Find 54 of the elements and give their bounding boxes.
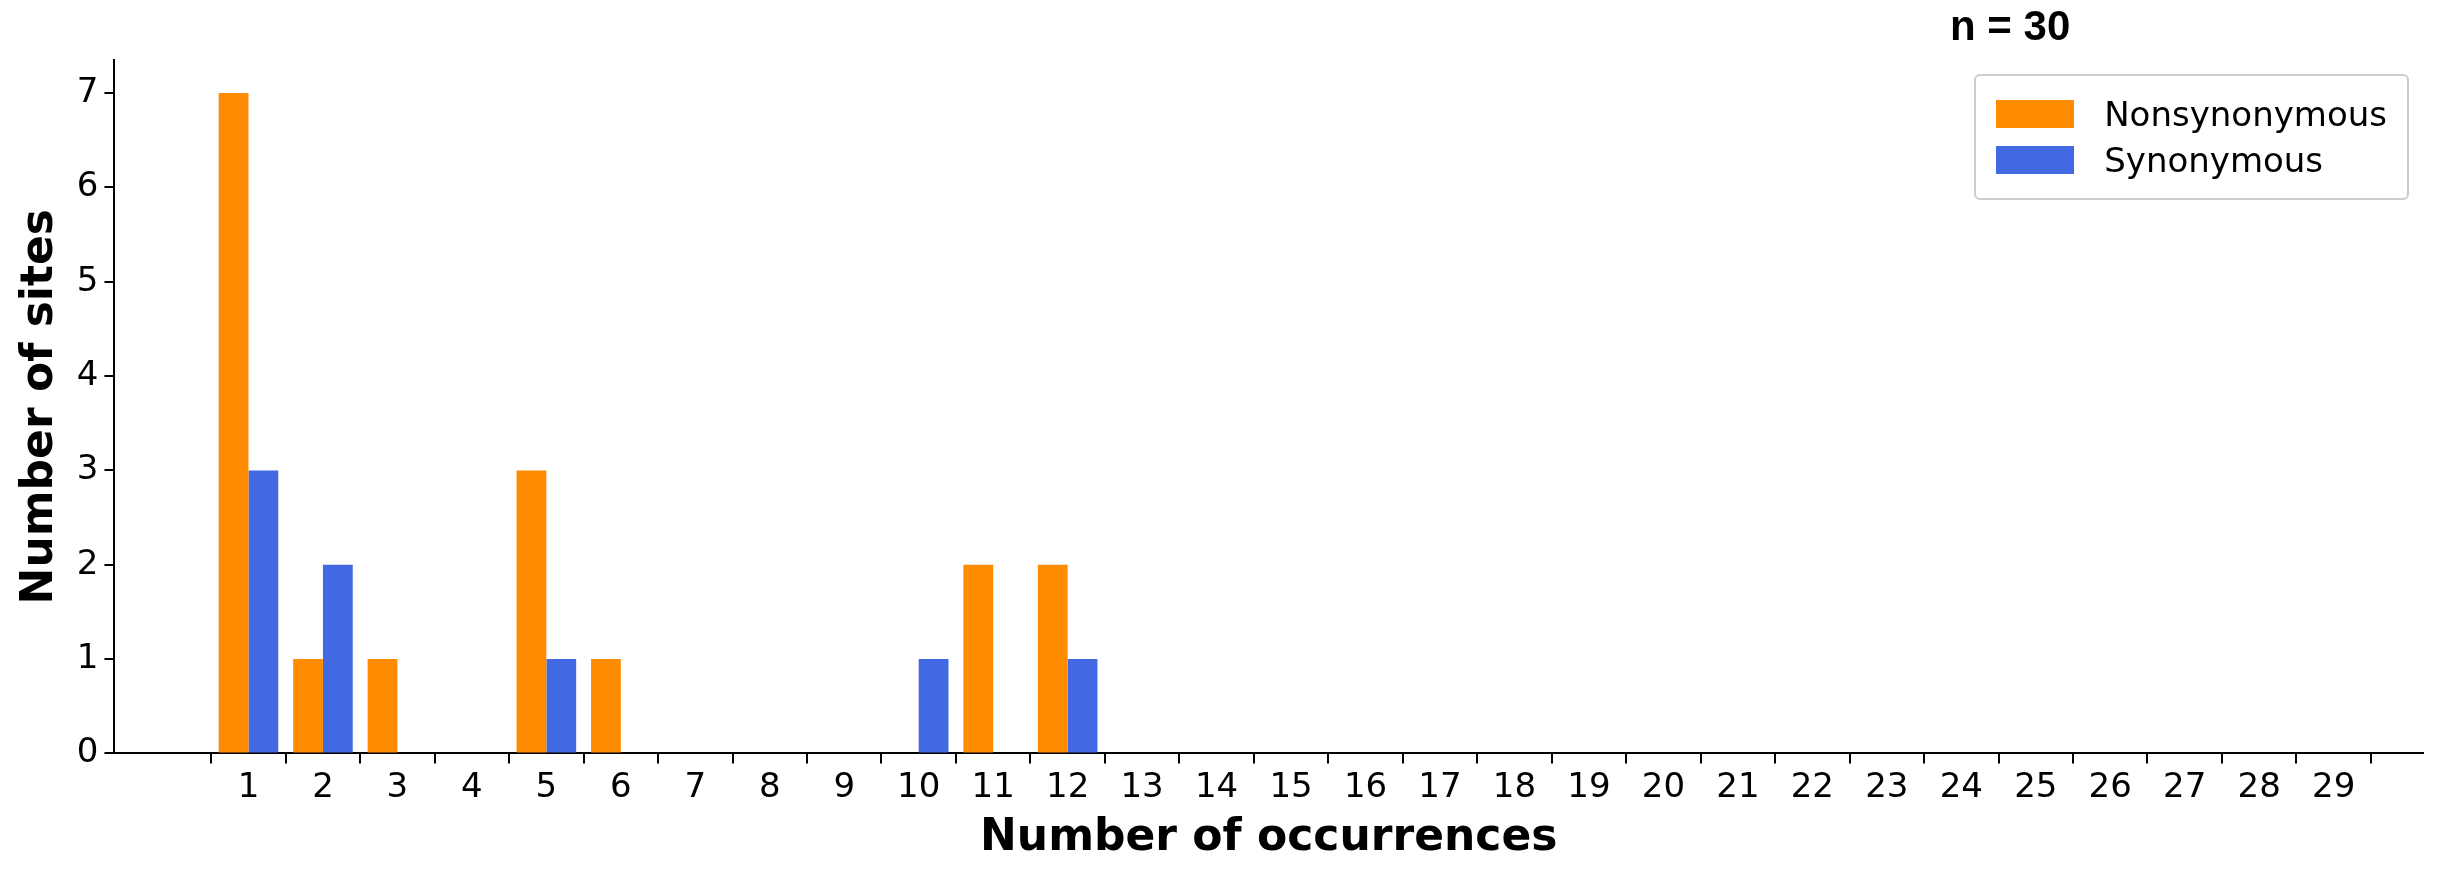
x-tick-label: 15 (1269, 764, 1313, 805)
x-tick-label: 8 (758, 764, 781, 805)
bar (516, 470, 547, 753)
y-tick-label: 7 (76, 69, 99, 110)
x-tick-label: 7 (684, 764, 707, 805)
bar (918, 659, 949, 753)
bar (591, 659, 621, 753)
bar (1037, 564, 1068, 753)
y-tick-label: 2 (76, 541, 99, 582)
x-tick-label: 9 (833, 764, 856, 805)
x-tick-label: 27 (2163, 764, 2207, 805)
y-tick-label: 0 (76, 730, 99, 771)
x-tick-label: 11 (971, 764, 1015, 805)
bar (218, 93, 249, 753)
y-tick-label: 3 (76, 447, 99, 488)
x-tick-label: 20 (1641, 764, 1686, 805)
bar (1067, 659, 1098, 753)
y-tick-label: 6 (76, 164, 99, 205)
x-tick-label: 25 (2014, 764, 2058, 805)
y-axis-title: Number of sites (10, 209, 62, 605)
x-tick-label: 10 (897, 764, 941, 805)
y-tick-label: 4 (76, 352, 99, 393)
x-tick-label: 24 (1939, 764, 1983, 805)
x-axis-title: Number of occurrences (980, 809, 1558, 861)
x-tick-label: 13 (1120, 764, 1164, 805)
x-tick-label: 28 (2237, 764, 2281, 805)
x-tick-label: 4 (461, 764, 483, 805)
x-tick-label: 19 (1567, 764, 1611, 805)
x-tick-label: 23 (1865, 764, 1909, 805)
x-tick-label: 22 (1790, 764, 1834, 805)
bar (293, 659, 323, 753)
bar (248, 470, 279, 753)
x-tick-label: 2 (312, 764, 334, 805)
legend-label: Synonymous (2104, 140, 2324, 180)
x-tick-label: 18 (1492, 764, 1537, 805)
bar (322, 564, 353, 753)
x-tick-label: 12 (1046, 764, 1090, 805)
x-tick-label: 21 (1716, 764, 1760, 805)
x-tick-label: 14 (1194, 764, 1239, 805)
bar (546, 659, 577, 753)
x-tick-label: 6 (610, 764, 632, 805)
bar (367, 659, 398, 753)
x-tick-label: 29 (2312, 764, 2356, 805)
y-tick-label: 5 (76, 258, 99, 299)
chart-title: n = 30 (1950, 2, 2071, 50)
x-tick-label: 3 (386, 764, 409, 805)
legend-label: Nonsynonymous (2104, 94, 2387, 134)
x-tick-label: 5 (535, 764, 558, 805)
x-tick-label: 26 (2088, 764, 2132, 805)
x-tick-label: 16 (1343, 764, 1388, 805)
x-tick-label: 1 (237, 764, 260, 805)
bar (963, 564, 994, 753)
x-tick-label: 17 (1418, 764, 1462, 805)
y-tick-label: 1 (76, 635, 99, 676)
